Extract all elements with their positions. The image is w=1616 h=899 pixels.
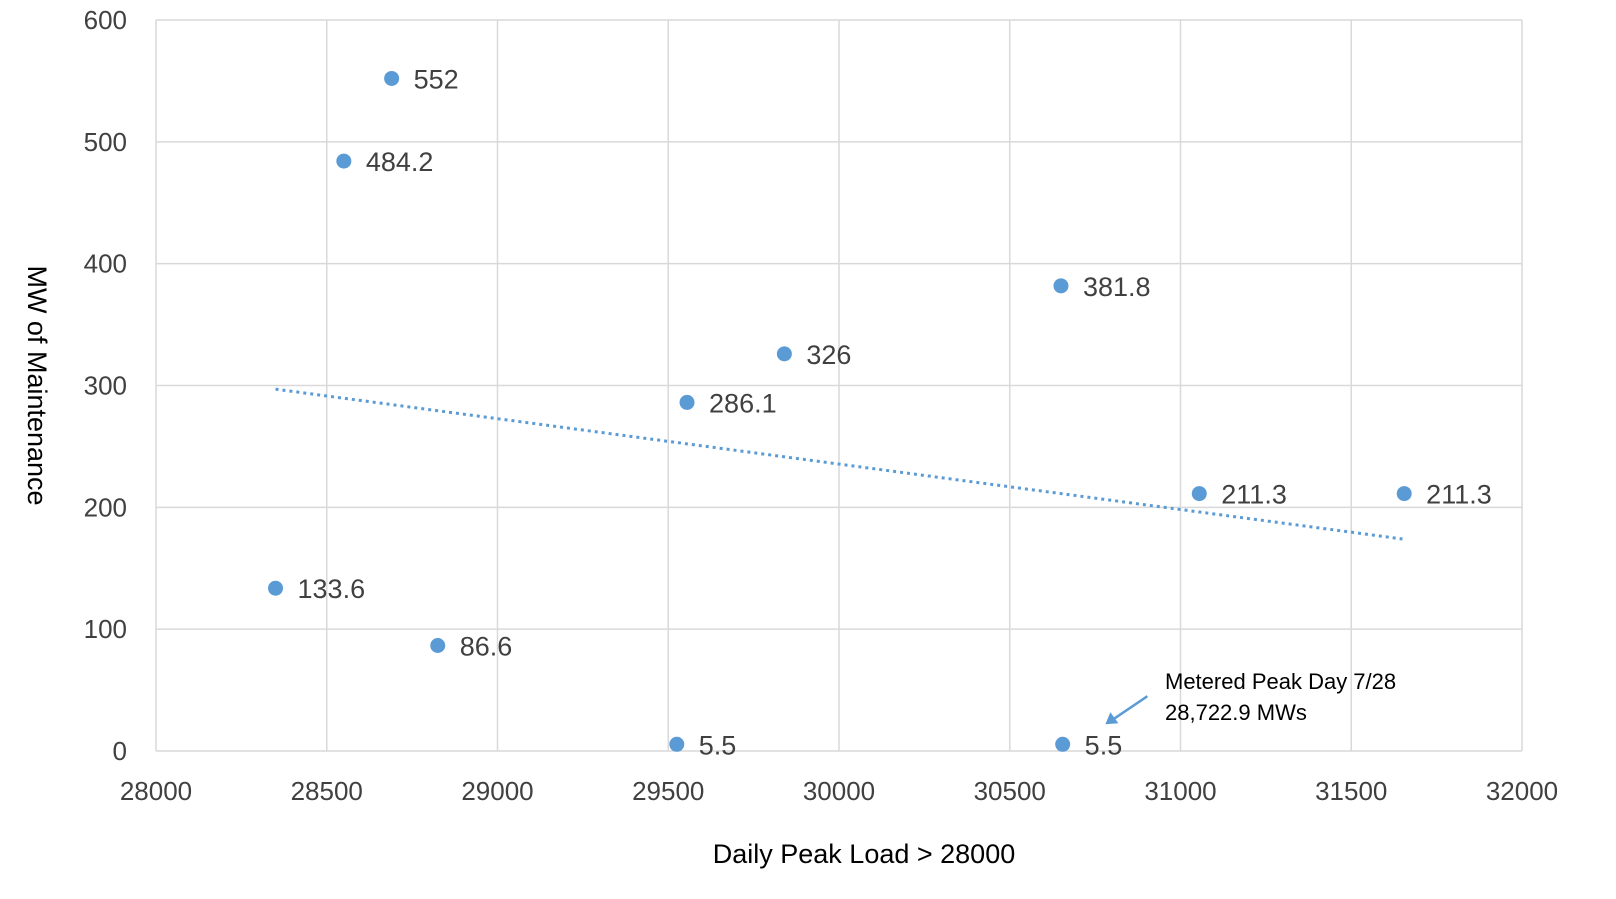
x-tick-label: 32000 [1486, 776, 1558, 806]
data-label: 5.5 [1085, 730, 1123, 760]
data-label: 211.3 [1426, 480, 1492, 510]
data-point [268, 580, 284, 596]
x-tick-label: 29000 [461, 776, 533, 806]
x-tick-label: 28000 [120, 776, 192, 806]
data-point [1191, 486, 1207, 502]
x-tick-label: 30000 [803, 776, 875, 806]
x-tick-label: 28500 [291, 776, 363, 806]
y-tick-label: 300 [84, 371, 127, 401]
y-tick-label: 0 [113, 736, 127, 766]
y-tick-label: 200 [84, 492, 127, 522]
y-tick-label: 100 [84, 614, 127, 644]
annotation-line-2: 28,722.9 MWs [1165, 700, 1307, 725]
data-points [268, 70, 1412, 752]
y-axis-ticks: 0 100 200 300 400 500 600 [84, 5, 127, 766]
trendline [275, 387, 1403, 541]
x-tick-label: 30500 [974, 776, 1046, 806]
x-tick-label: 31500 [1315, 776, 1387, 806]
data-label: 86.6 [460, 631, 513, 661]
y-tick-label: 600 [84, 5, 127, 35]
data-point [1396, 486, 1412, 502]
data-label: 286.1 [709, 388, 777, 418]
annotation-line-1: Metered Peak Day 7/28 [1165, 669, 1396, 694]
data-label: 326 [806, 340, 851, 370]
data-label: 484.2 [366, 147, 434, 177]
data-label: 381.8 [1083, 272, 1151, 302]
data-labels: 552 484.2 381.8 326 286.1 211.3 211.3 133.6 86.6… [298, 64, 1492, 760]
data-point [679, 394, 695, 410]
data-label: 5.5 [699, 730, 737, 760]
x-axis-ticks: 28000 28500 29000 29500 30000 30500 31000 31500… [120, 776, 1558, 806]
y-axis-title: MW of Maintenance [22, 265, 52, 505]
data-point [1055, 736, 1071, 752]
data-point [776, 346, 792, 362]
x-axis-title: Daily Peak Load > 28000 [713, 839, 1015, 869]
x-tick-label: 29500 [632, 776, 704, 806]
y-tick-label: 500 [84, 127, 127, 157]
x-tick-label: 31000 [1144, 776, 1216, 806]
data-label: 133.6 [298, 574, 366, 604]
data-point [384, 70, 400, 86]
annotation: Metered Peak Day 7/28 28,722.9 MWs [1105, 669, 1396, 725]
data-label: 211.3 [1221, 480, 1287, 510]
gridlines [155, 19, 1523, 752]
annotation-arrow [1112, 695, 1149, 721]
data-label: 552 [414, 64, 459, 94]
data-point [430, 637, 446, 653]
data-point [669, 736, 685, 752]
data-point [1053, 278, 1069, 294]
y-tick-label: 400 [84, 249, 127, 279]
annotation-arrowhead [1105, 712, 1119, 725]
data-point [336, 153, 352, 169]
